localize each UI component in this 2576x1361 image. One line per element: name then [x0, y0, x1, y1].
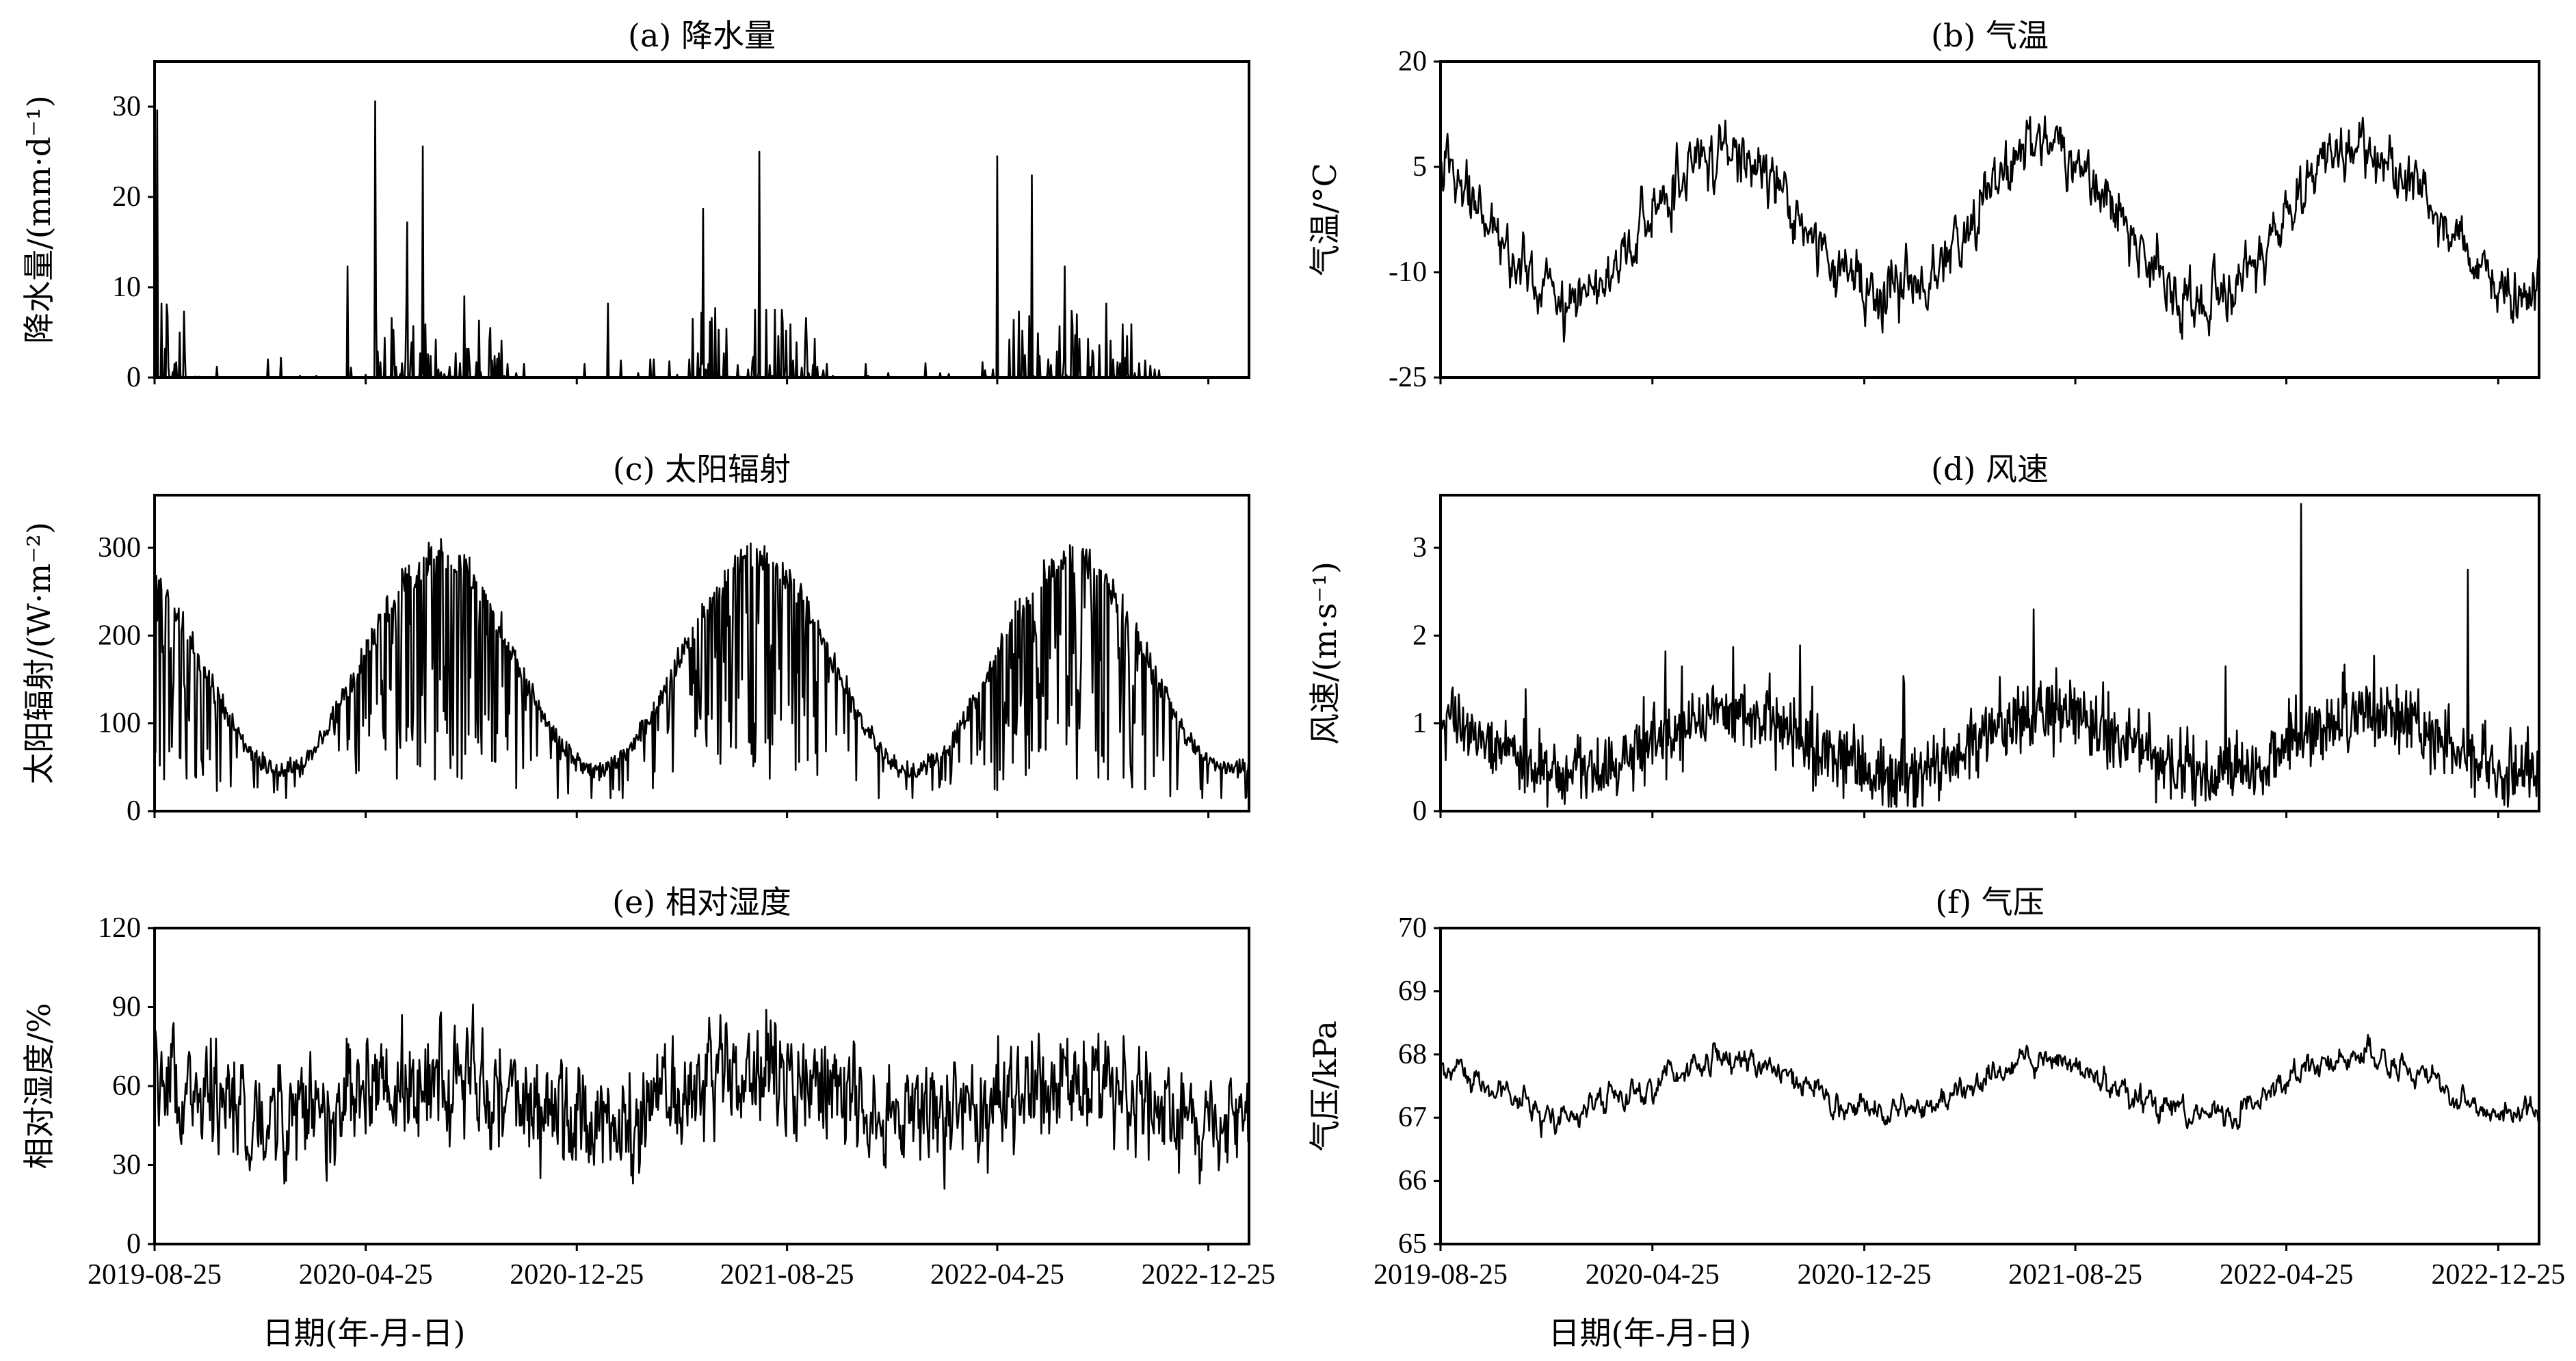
series-line-c: [153, 538, 1250, 800]
y-tick-label-c: 200: [98, 620, 141, 651]
y-axis-label-b: 气温/°C: [1306, 163, 1343, 276]
y-tick-label-a: 30: [112, 91, 141, 122]
x-tick-label-e: 2022-12-25: [1142, 1259, 1276, 1291]
y-tick-label-b: 20: [1398, 46, 1427, 77]
y-tick-label-e: 0: [127, 1228, 141, 1260]
x-tick-label-f: 2020-04-25: [1586, 1259, 1720, 1291]
x-tick-label-f: 2019-08-25: [1374, 1259, 1508, 1291]
y-tick-label-b: 5: [1412, 151, 1427, 183]
panel-title-c: (c) 太阳辐射: [613, 451, 791, 488]
x-tick-label-f: 2021-08-25: [2008, 1259, 2142, 1291]
plot-frame-d: [1439, 494, 2540, 812]
y-axis-label-f: 气压/kPa: [1306, 1020, 1343, 1152]
y-tick-label-e: 90: [112, 992, 141, 1023]
y-tick-label-e: 120: [98, 912, 141, 944]
y-tick-label-e: 60: [112, 1070, 141, 1102]
y-tick-label-a: 20: [112, 181, 141, 213]
plot-frame-a: [153, 60, 1250, 379]
y-axis-label-e: 相对湿度/%: [21, 1003, 57, 1169]
series-line-b: [1439, 115, 2540, 343]
plot-frame-c: [153, 494, 1250, 812]
panel-title-a: (a) 降水量: [628, 17, 776, 54]
x-axis-label-right: 日期(年-月-日): [1549, 1314, 1752, 1351]
y-tick-label-f: 67: [1398, 1102, 1427, 1133]
x-tick-label-f: 2022-12-25: [2431, 1259, 2565, 1291]
y-tick-label-f: 70: [1398, 912, 1427, 944]
panel-title-d: (d) 风速: [1931, 451, 2049, 488]
y-tick-label-a: 10: [112, 272, 141, 303]
y-tick-label-a: 0: [127, 362, 141, 393]
y-tick-label-f: 65: [1398, 1228, 1427, 1260]
x-tick-label-e: 2020-04-25: [299, 1259, 433, 1291]
panel-title-f: (f) 气压: [1935, 884, 2045, 921]
panel-title-e: (e) 相对湿度: [612, 884, 791, 921]
y-tick-label-b: -10: [1389, 256, 1427, 288]
plot-frame-f: [1439, 927, 2540, 1245]
y-tick-label-b: -25: [1389, 362, 1427, 393]
x-tick-label-e: 2019-08-25: [88, 1259, 222, 1291]
y-tick-label-c: 0: [127, 795, 141, 827]
y-tick-label-c: 100: [98, 708, 141, 739]
x-axis-label-left: 日期(年-月-日): [263, 1314, 466, 1351]
panel-title-b: (b) 气温: [1931, 17, 2049, 54]
y-axis-label-d: 风速/(m·s⁻¹): [1306, 561, 1343, 745]
y-axis-label-a: 降水量/(mm·d⁻¹): [21, 95, 57, 343]
y-tick-label-d: 3: [1412, 532, 1427, 564]
y-tick-label-e: 30: [112, 1150, 141, 1181]
series-line-e: [153, 1003, 1250, 1190]
x-tick-label-e: 2022-04-25: [930, 1259, 1064, 1291]
x-tick-label-e: 2020-12-25: [510, 1259, 644, 1291]
y-tick-label-d: 0: [1412, 795, 1427, 827]
y-tick-label-d: 1: [1412, 708, 1427, 739]
series-line-d: [1439, 503, 2540, 808]
y-axis-label-c: 太阳辐射/(W·m⁻²): [21, 522, 57, 784]
x-tick-label-f: 2022-04-25: [2220, 1259, 2354, 1291]
plot-frame-b: [1439, 60, 2540, 379]
y-tick-label-c: 300: [98, 532, 141, 564]
series-line-a: [154, 100, 1249, 379]
x-tick-label-f: 2020-12-25: [1798, 1259, 1932, 1291]
y-tick-label-f: 66: [1398, 1165, 1427, 1197]
x-tick-label-e: 2021-08-25: [720, 1259, 854, 1291]
y-tick-label-f: 69: [1398, 975, 1427, 1007]
series-line-f: [1439, 1033, 2540, 1139]
y-tick-label-d: 2: [1412, 620, 1427, 651]
y-tick-label-f: 68: [1398, 1039, 1427, 1070]
